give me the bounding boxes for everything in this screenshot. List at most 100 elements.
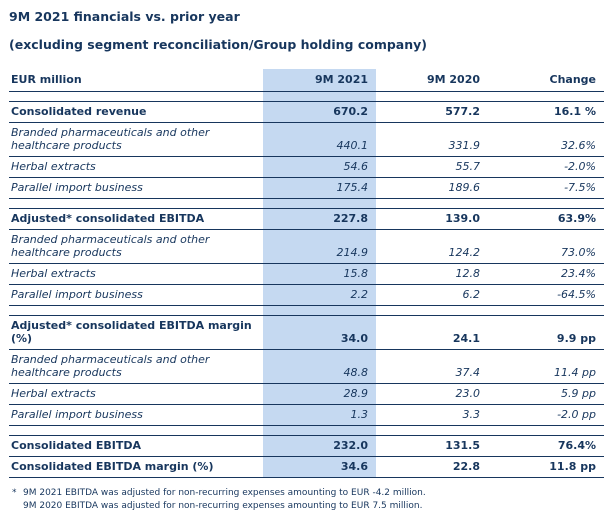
row-value-9m2021: 28.9 (263, 383, 376, 405)
row-value-9m2021: 2.2 (263, 284, 376, 306)
row-value-change: 63.9% (557, 212, 596, 225)
row-value-9m2020: 23.0 (455, 387, 481, 400)
spacer-cell (263, 305, 376, 316)
row-value-9m2020: 3.3 (462, 408, 481, 421)
row-value-change: 32.6% (561, 139, 596, 152)
spacer-cell (9, 426, 263, 436)
row-value-9m2021: 48.8 (263, 349, 376, 384)
row-label: Adjusted* consolidated EBITDA (11, 212, 205, 225)
spacer-cell (488, 426, 604, 436)
row-value-9m2021: 214.9 (263, 229, 376, 264)
table-row-herbal-extracts: Herbal extracts 28.9 23.0 5.9 pp (9, 383, 604, 405)
row-label: Consolidated revenue (11, 105, 147, 118)
table-row-parallel-import: Parallel import business 175.4 189.6 -7.… (9, 177, 604, 199)
page-title: 9M 2021 financials vs. prior year (9, 9, 240, 24)
row-value-9m2021: 227.8 (263, 208, 376, 230)
spacer-cell (488, 306, 604, 316)
row-label: Consolidated EBITDA margin (%) (11, 460, 214, 473)
row-value-9m2020: 139.0 (445, 212, 480, 225)
row-label: Branded pharmaceuticals and other health… (11, 353, 210, 379)
table-row-herbal-extracts: Herbal extracts 15.8 12.8 23.4% (9, 263, 604, 285)
row-label: Consolidated EBITDA (11, 439, 141, 452)
row-label: Adjusted* consolidated EBITDA margin (%) (11, 319, 252, 345)
spacer-row (9, 425, 604, 436)
row-value-9m2020: 55.7 (455, 160, 481, 173)
row-value-change: 9.9 pp (556, 332, 596, 345)
row-value-change: 76.4% (557, 439, 596, 452)
table-row-herbal-extracts: Herbal extracts 54.6 55.7 -2.0% (9, 156, 604, 178)
table-row-adjusted-ebitda: Adjusted* consolidated EBITDA 227.8 139.… (9, 208, 604, 230)
row-label: Parallel import business (11, 408, 143, 421)
column-header-9m-2021: 9M 2021 (263, 69, 376, 92)
row-label: Branded pharmaceuticals and other health… (11, 126, 210, 152)
row-label: Herbal extracts (11, 387, 96, 400)
row-value-change: 5.9 pp (561, 387, 596, 400)
footnote-text: 9M 2021 EBITDA was adjusted for non-recu… (23, 488, 426, 498)
spacer-cell (9, 92, 263, 102)
table-row-parallel-import: Parallel import business 2.2 6.2 -64.5% (9, 284, 604, 306)
row-value-9m2021: 175.4 (263, 177, 376, 199)
footnote-marker: * (12, 488, 17, 498)
row-label: Parallel import business (11, 181, 143, 194)
row-value-9m2021: 232.0 (263, 435, 376, 457)
column-header-eur-million: EUR million (11, 73, 82, 86)
spacer-cell (263, 91, 376, 102)
table-row-consolidated-ebitda: Consolidated EBITDA 232.0 131.5 76.4% (9, 435, 604, 457)
footnotes: * 9M 2021 EBITDA was adjusted for non-re… (9, 487, 603, 513)
table-row-branded-pharma: Branded pharmaceuticals and other health… (9, 229, 604, 264)
footnote-2020-adjustment: 9M 2020 EBITDA was adjusted for non-recu… (12, 500, 603, 513)
row-value-9m2020: 6.2 (462, 288, 481, 301)
row-value-change: 11.8 pp (549, 460, 596, 473)
row-value-change: -2.0% (564, 160, 596, 173)
column-header-9m-2020: 9M 2020 (426, 73, 480, 86)
row-value-change: -2.0 pp (557, 408, 596, 421)
row-value-9m2021: 15.8 (263, 263, 376, 285)
table-row-branded-pharma: Branded pharmaceuticals and other health… (9, 349, 604, 384)
spacer-cell (488, 92, 604, 102)
row-value-9m2021: 670.2 (263, 101, 376, 123)
row-value-9m2021: 34.6 (263, 456, 376, 478)
column-header-change: Change (549, 73, 597, 86)
footnote-marker (12, 500, 23, 513)
table-row-adjusted-ebitda-margin: Adjusted* consolidated EBITDA margin (%)… (9, 315, 604, 350)
table-row-branded-pharma: Branded pharmaceuticals and other health… (9, 122, 604, 157)
table-header-row: EUR million 9M 2021 9M 2020 Change (9, 69, 604, 92)
row-value-9m2020: 577.2 (445, 105, 480, 118)
spacer-cell (263, 198, 376, 209)
row-value-9m2020: 22.8 (452, 460, 480, 473)
spacer-cell (376, 199, 488, 209)
spacer-cell (376, 306, 488, 316)
row-value-change: -7.5% (564, 181, 596, 194)
table-row-consolidated-revenue: Consolidated revenue 670.2 577.2 16.1 % (9, 101, 604, 123)
row-value-9m2021: 34.0 (263, 315, 376, 350)
spacer-cell (376, 426, 488, 436)
spacer-cell (376, 92, 488, 102)
spacer-row (9, 198, 604, 209)
spacer-cell (263, 425, 376, 436)
row-value-9m2021: 54.6 (263, 156, 376, 178)
row-label: Herbal extracts (11, 267, 96, 280)
table-row-consolidated-ebitda-margin: Consolidated EBITDA margin (%) 34.6 22.8… (9, 456, 604, 478)
footnote-text: 9M 2020 EBITDA was adjusted for non-recu… (23, 501, 423, 511)
row-value-change: 16.1 % (554, 105, 596, 118)
row-value-change: -64.5% (557, 288, 596, 301)
row-value-9m2021: 440.1 (263, 122, 376, 157)
row-label: Parallel import business (11, 288, 143, 301)
row-value-9m2020: 131.5 (445, 439, 480, 452)
row-value-9m2020: 124.2 (448, 246, 481, 259)
row-value-9m2020: 189.6 (448, 181, 481, 194)
page-subtitle: (excluding segment reconciliation/Group … (9, 37, 427, 52)
row-label: Herbal extracts (11, 160, 96, 173)
footnote-2021-adjustment: * 9M 2021 EBITDA was adjusted for non-re… (12, 487, 603, 500)
table-row-parallel-import: Parallel import business 1.3 3.3 -2.0 pp (9, 404, 604, 426)
row-value-change: 11.4 pp (554, 366, 596, 379)
spacer-row (9, 91, 604, 102)
financials-table: EUR million 9M 2021 9M 2020 Change Conso… (9, 69, 604, 478)
spacer-cell (9, 199, 263, 209)
row-label: Branded pharmaceuticals and other health… (11, 233, 210, 259)
row-value-9m2020: 37.4 (455, 366, 481, 379)
row-value-change: 23.4% (561, 267, 596, 280)
row-value-change: 73.0% (561, 246, 596, 259)
row-value-9m2020: 24.1 (452, 332, 480, 345)
